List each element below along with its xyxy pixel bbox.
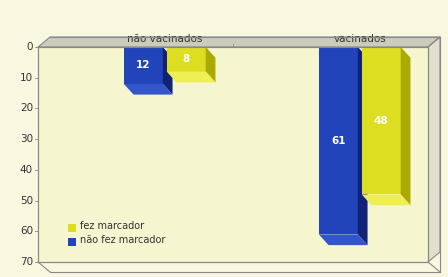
- Text: não fez marcador: não fez marcador: [80, 235, 165, 245]
- Polygon shape: [358, 47, 367, 245]
- Polygon shape: [124, 47, 163, 84]
- Polygon shape: [163, 47, 172, 95]
- Polygon shape: [38, 47, 428, 262]
- Text: 50: 50: [20, 196, 33, 206]
- Text: 10: 10: [20, 73, 33, 83]
- Text: vacinados: vacinados: [333, 34, 386, 44]
- Text: fez marcador: fez marcador: [80, 221, 144, 231]
- Text: não vacinados: não vacinados: [127, 34, 202, 44]
- Polygon shape: [124, 84, 172, 95]
- Text: 70: 70: [20, 257, 33, 267]
- Polygon shape: [38, 37, 440, 47]
- Polygon shape: [167, 47, 206, 71]
- Text: 60: 60: [20, 226, 33, 236]
- Text: 48: 48: [374, 116, 388, 126]
- Text: 30: 30: [20, 134, 33, 144]
- Polygon shape: [362, 194, 410, 205]
- Text: 12: 12: [136, 60, 151, 70]
- Polygon shape: [401, 47, 410, 205]
- Text: 40: 40: [20, 165, 33, 175]
- Polygon shape: [167, 71, 215, 82]
- Polygon shape: [428, 37, 440, 262]
- Polygon shape: [319, 234, 367, 245]
- Bar: [68, 238, 76, 246]
- Polygon shape: [206, 47, 215, 82]
- Text: 8: 8: [183, 54, 190, 64]
- Text: 0: 0: [26, 42, 33, 52]
- Bar: [68, 224, 76, 232]
- Polygon shape: [362, 47, 401, 194]
- Text: 20: 20: [20, 103, 33, 113]
- Polygon shape: [319, 47, 358, 234]
- Text: 61: 61: [331, 136, 345, 146]
